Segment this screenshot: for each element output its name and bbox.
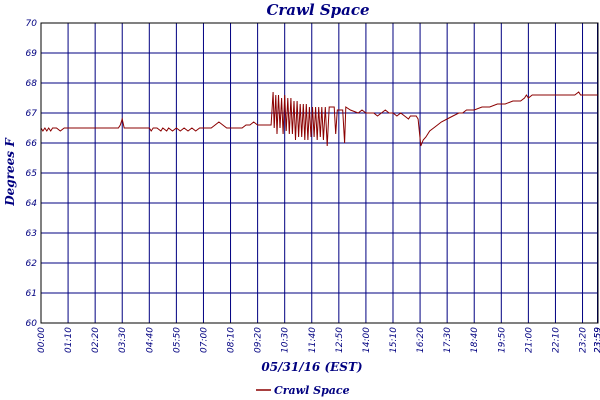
y-tick-label: 63: [26, 229, 38, 239]
x-tick-label: 02:20: [91, 327, 101, 353]
y-tick-labels: 60 61 62 63 64 65 66 67 68 69 70: [26, 19, 38, 329]
legend: Crawl Space: [256, 384, 350, 397]
x-tick-label: 14:00: [362, 327, 372, 353]
y-tick-label: 70: [26, 19, 38, 29]
x-tick-label: 01:10: [64, 327, 74, 353]
x-tick-label: 07:00: [199, 327, 209, 353]
x-tick-label: 23:59: [594, 327, 600, 353]
x-tick-label: 16:20: [416, 327, 426, 353]
x-tick-label: 18:40: [470, 327, 480, 353]
series-line-crawl-space: [40, 91, 598, 147]
x-tick-label: 19:50: [497, 327, 507, 353]
x-tick-label: 17:30: [443, 327, 453, 353]
chart-title: Crawl Space: [266, 1, 369, 19]
x-tick-label: 10:30: [281, 327, 291, 353]
x-tick-label: 11:40: [308, 327, 318, 353]
y-axis-label: Degrees F: [3, 137, 17, 207]
x-tick-label: 00:00: [37, 327, 47, 353]
y-tick-label: 66: [26, 139, 38, 149]
y-tick-label: 62: [26, 259, 38, 269]
x-tick-label: 23:20: [579, 327, 589, 353]
x-tick-label: 03:30: [118, 327, 128, 353]
y-tick-label: 64: [26, 199, 38, 209]
x-tick-label: 12:50: [335, 327, 345, 353]
y-tick-label: 68: [26, 79, 38, 89]
grid-lines: [40, 22, 599, 324]
x-tick-label: 21:00: [524, 327, 534, 353]
x-tick-label: 09:20: [254, 327, 264, 353]
y-tick-label: 61: [26, 289, 37, 299]
y-tick-label: 60: [26, 319, 38, 329]
x-tick-label: 23:59: [594, 327, 600, 353]
y-tick-label: 69: [26, 49, 38, 59]
legend-label-crawl-space: Crawl Space: [274, 384, 350, 397]
x-tick-label: 04:40: [145, 327, 155, 353]
x-tick-label: 22:10: [551, 327, 561, 353]
y-tick-label: 65: [26, 169, 38, 179]
x-tick-label: 05:50: [172, 327, 182, 353]
y-tick-label: 67: [26, 109, 38, 119]
x-tick-label: 08:10: [227, 327, 237, 353]
x-tick-labels: 00:00 01:10 02:20 03:30 04:40 05:50 07:00 08:10…: [37, 327, 600, 353]
x-axis-label: 05/31/16 (EST): [261, 360, 362, 374]
plot-frame: [40, 22, 599, 324]
x-tick-label: 15:10: [389, 327, 399, 353]
